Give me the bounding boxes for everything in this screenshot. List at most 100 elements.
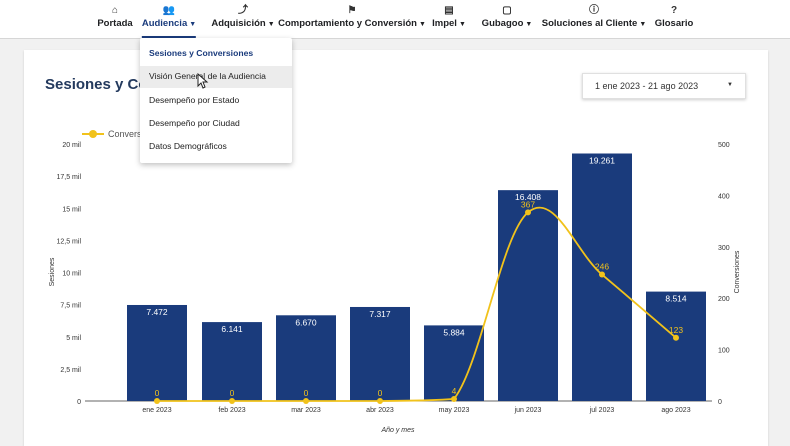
x-tick-label: abr 2023: [366, 407, 394, 414]
conversion-value-label: 367: [521, 199, 535, 209]
bar-sessions-7: [646, 291, 706, 401]
nav-item-glosario[interactable]: ? Glosario: [655, 4, 694, 34]
mouse-pointer-icon: [197, 73, 209, 89]
home-icon: ⌂: [111, 5, 119, 16]
calendar-icon: ▤: [444, 5, 454, 16]
x-tick-label: jun 2023: [514, 407, 542, 414]
x-tick-label: ene 2023: [142, 407, 171, 414]
caret-down-icon: ▼: [525, 21, 533, 28]
nav-item-adquisición[interactable]: ⤴ Adquisición ▼: [211, 4, 274, 34]
conversion-value-label: 0: [304, 388, 309, 398]
x-tick-label: mar 2023: [291, 407, 321, 414]
conversion-value-label: 0: [155, 388, 160, 398]
conversion-value-label: 246: [595, 262, 609, 272]
x-tick-label: ago 2023: [661, 407, 690, 414]
y-left-tick-label: 15 mil: [62, 206, 81, 213]
x-tick-label: feb 2023: [218, 407, 245, 414]
nav-item-label: Adquisición: [211, 18, 266, 29]
y-left-tick-label: 0: [77, 399, 81, 406]
nav-item-portada[interactable]: ⌂ Portada: [97, 4, 132, 34]
nav-item-impel[interactable]: ▤ Impel ▼: [432, 4, 466, 34]
bar-sessions-5: [498, 190, 558, 401]
nav-item-comportamiento-y-conversión[interactable]: ⚑ Comportamiento y Conversión ▼: [278, 4, 426, 34]
y-left-tick-label: 17,5 mil: [56, 174, 81, 181]
chevron-down-icon: ▼: [727, 82, 733, 88]
nav-item-label: Gubagoo: [481, 18, 524, 29]
bar-sessions-4: [424, 325, 484, 401]
y-right-tick-label: 200: [718, 296, 730, 303]
y-right-tick-label: 100: [718, 348, 730, 355]
conversions-point-0: [154, 398, 160, 404]
info-icon: ⓘ: [589, 5, 599, 16]
caret-down-icon: ▼: [639, 21, 647, 28]
people-icon: 👥: [162, 5, 176, 16]
help-icon: ?: [670, 5, 678, 16]
nav-item-soluciones-al-cliente[interactable]: ⓘ Soluciones al Cliente ▼: [542, 4, 647, 34]
top-navigation: ⌂ Portada 👥 Audiencia ▼ ⤴ Adquisición ▼ ⚑ Comport…: [0, 0, 790, 39]
y-right-axis-title: Conversiones: [734, 250, 741, 293]
bar-sessions-3: [350, 306, 410, 401]
conversions-point-2: [303, 398, 309, 404]
nav-item-audiencia[interactable]: 👥 Audiencia ▼: [141, 4, 197, 38]
y-left-tick-label: 2,5 mil: [60, 367, 81, 374]
y-left-tick-label: 12,5 mil: [56, 238, 81, 245]
nav-item-label: Comportamiento y Conversión: [278, 18, 417, 29]
nav-label-wrap: Soluciones al Cliente ▼: [542, 17, 647, 32]
conversion-value-label: 4: [452, 386, 457, 396]
y-right-tick-label: 400: [718, 193, 730, 200]
bar-value-label: 5.884: [443, 327, 465, 337]
y-left-axis-title: Sesiones: [49, 257, 56, 286]
chart-legend: Conversio: [82, 128, 149, 139]
x-tick-label: may 2023: [439, 407, 470, 414]
caret-down-icon: ▼: [458, 21, 466, 28]
bar-value-label: 6.670: [295, 317, 317, 327]
menu-item-1[interactable]: Visión General de la Audiencia: [149, 71, 266, 81]
caret-down-icon: ▼: [267, 21, 275, 28]
chat-icon: ▢: [502, 5, 512, 16]
page-title: Sesiones y Conv: [45, 76, 166, 93]
bar-value-label: 8.514: [665, 294, 687, 304]
nav-item-label: Glosario: [654, 18, 694, 29]
menu-item-4[interactable]: Datos Demográficos: [149, 141, 227, 151]
nav-label-wrap: Gubagoo ▼: [482, 17, 533, 32]
nav-label-wrap: Comportamiento y Conversión ▼: [278, 17, 426, 32]
y-right-tick-label: 500: [718, 142, 730, 149]
menu-hover-highlight: [140, 66, 292, 88]
caret-down-icon: ▼: [189, 21, 197, 28]
y-left-tick-label: 7,5 mil: [60, 303, 81, 310]
x-tick-label: jul 2023: [589, 407, 615, 414]
audiencia-dropdown-menu: Sesiones y Conversiones Visión General de…: [140, 38, 292, 163]
nav-item-label: Impel: [432, 18, 457, 29]
caret-down-icon: ▼: [418, 21, 426, 28]
conversions-point-6: [599, 271, 605, 278]
conversions-point-3: [377, 398, 383, 404]
bar-value-label: 7.317: [369, 309, 391, 319]
y-right-tick-label: 0: [718, 399, 722, 406]
trend-icon: ⤴: [238, 5, 248, 16]
nav-item-label: Soluciones al Cliente: [541, 18, 638, 29]
menu-item-2[interactable]: Desempeño por Estado: [149, 95, 240, 105]
nav-item-label: Portada: [97, 18, 133, 29]
menu-item-0[interactable]: Sesiones y Conversiones: [149, 48, 254, 58]
bar-value-label: 7.472: [146, 307, 168, 317]
conversion-value-label: 0: [230, 388, 235, 398]
y-left-tick-label: 20 mil: [62, 142, 81, 149]
y-left-tick-label: 5 mil: [66, 335, 81, 342]
nav-label-wrap: Adquisición ▼: [211, 17, 274, 32]
bar-value-label: 6.141: [221, 324, 243, 334]
menu-item-3[interactable]: Desempeño por Ciudad: [149, 118, 240, 128]
nav-label-wrap: Impel ▼: [432, 17, 466, 32]
conversions-point-1: [229, 398, 235, 404]
y-right-tick-label: 300: [718, 245, 730, 252]
nav-item-gubagoo[interactable]: ▢ Gubagoo ▼: [482, 4, 533, 34]
legend-label-conversions: Conversio: [108, 128, 149, 139]
nav-label-wrap: Audiencia ▼: [142, 17, 196, 32]
bar-sessions-0: [127, 304, 187, 401]
bar-value-label: 19.261: [589, 155, 615, 165]
date-range-selector[interactable]: 1 ene 2023 - 21 ago 2023 ▼: [582, 73, 746, 99]
flag-icon: ⚑: [347, 5, 357, 16]
x-axis-title: Año y mes: [380, 427, 415, 434]
y-left-tick-label: 10 mil: [62, 271, 81, 278]
conversions-point-7: [673, 334, 679, 341]
